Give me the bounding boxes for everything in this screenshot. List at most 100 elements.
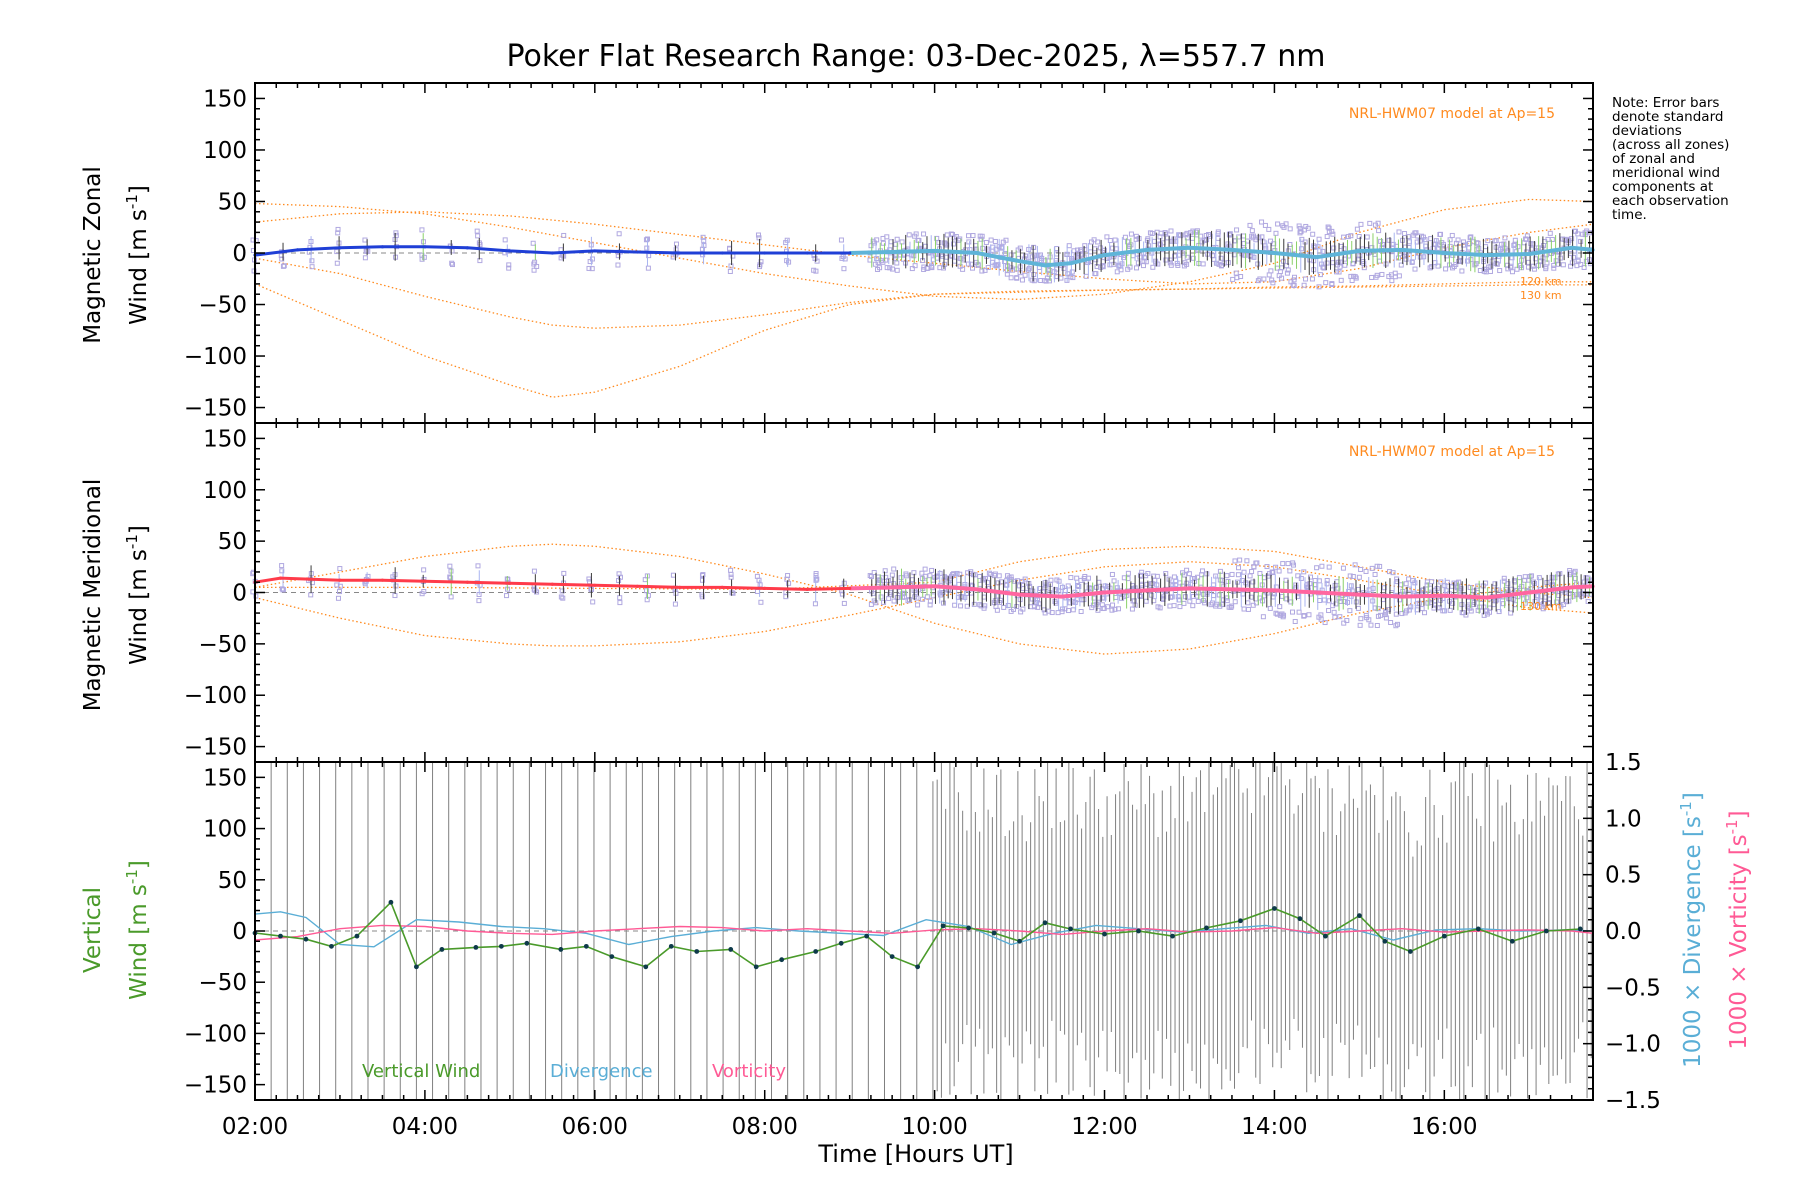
model-label-zonal: NRL-HWM07 model at Ap=15: [1349, 106, 1555, 122]
zonal-zone-sample: [1303, 276, 1309, 282]
meridional-wind-point: [1570, 585, 1574, 589]
meridional-zone-sample: [758, 599, 764, 605]
meridional-zone-sample: [1236, 565, 1242, 571]
zonal-zone-sample: [1167, 257, 1173, 263]
zonal-zone-sample: [992, 238, 998, 244]
meridional-zone-sample: [1184, 567, 1190, 573]
meridional-zone-sample: [964, 590, 970, 596]
zonal-zone-sample: [988, 237, 994, 243]
zonal-wind-point: [465, 246, 469, 250]
meridional-zone-sample: [1099, 586, 1105, 592]
zonal-wind-point: [1357, 249, 1361, 253]
zonal-zone-sample: [1008, 252, 1014, 258]
x-tick-label: 02:00: [222, 1114, 288, 1140]
zonal-zone-sample: [1451, 263, 1457, 269]
zonal-zone-sample: [1268, 268, 1274, 274]
meridional-zone-sample: [1572, 568, 1578, 574]
meridional-zone-sample: [914, 595, 920, 601]
vertical-wind-point: [643, 964, 649, 970]
y-tick-label: −150: [184, 735, 247, 761]
zonal-zone-sample: [1065, 271, 1071, 277]
zonal-zone-sample: [1429, 264, 1435, 270]
meridional-zone-sample: [1375, 606, 1381, 612]
zonal-zone-sample: [921, 231, 927, 237]
meridional-zone-sample: [1289, 609, 1295, 615]
zonal-zone-sample: [1279, 275, 1285, 281]
zonal-zone-sample: [1352, 274, 1358, 280]
zonal-zone-sample: [1551, 262, 1557, 268]
meridional-zone-sample: [1216, 592, 1222, 598]
zonal-zone-sample: [1485, 238, 1491, 244]
zonal-zone-sample: [880, 240, 886, 246]
vertical-wind-point: [753, 964, 759, 970]
meridional-zone-sample: [1042, 580, 1048, 586]
zonal-zone-sample: [1031, 278, 1037, 284]
meridional-zone-sample: [1241, 569, 1247, 575]
meridional-zone-sample: [1471, 599, 1477, 605]
vertical-wind-point: [473, 944, 479, 950]
meridional-zone-sample: [1314, 565, 1320, 571]
meridional-zone-sample: [878, 594, 884, 600]
zonal-zone-sample: [1353, 275, 1359, 281]
zonal-zone-sample: [1465, 258, 1471, 264]
zonal-wind-point: [1400, 248, 1404, 252]
meridional-zone-sample: [1139, 569, 1145, 575]
meridional-zone-sample: [1145, 571, 1151, 577]
zonal-zone-sample: [1467, 235, 1473, 241]
meridional-zone-sample: [1014, 578, 1020, 584]
meridional-zone-sample: [964, 603, 970, 609]
meridional-zone-sample: [1250, 579, 1256, 585]
zonal-wind-point: [1527, 252, 1531, 256]
meridional-zone-sample: [1332, 614, 1338, 620]
zonal-model-curve-2: [254, 198, 1594, 301]
zonal-zone-sample: [924, 265, 930, 271]
zonal-zone-sample: [965, 261, 971, 267]
y-tick-label: −100: [184, 1021, 247, 1047]
zonal-zone-sample: [936, 240, 942, 246]
zonal-zone-sample: [758, 259, 764, 265]
vertical-wind-point: [1441, 933, 1447, 939]
zonal-zone-sample: [813, 268, 819, 274]
zonal-zone-sample: [966, 239, 972, 245]
meridional-zone-sample: [1181, 572, 1187, 578]
zonal-zone-sample: [1392, 270, 1398, 276]
meridional-zone-sample: [1076, 583, 1082, 589]
meridional-zone-sample: [1301, 613, 1307, 619]
zonal-zone-sample: [1147, 230, 1153, 236]
meridional-zone-sample: [337, 566, 343, 572]
meridional-zone-sample: [1358, 566, 1364, 572]
zonal-zone-sample: [1396, 273, 1402, 279]
meridional-zone-sample: [1163, 571, 1169, 577]
zonal-zone-sample: [983, 239, 989, 245]
zonal-zone-sample: [872, 240, 878, 246]
zonal-zone-sample: [1184, 261, 1190, 267]
right-axis-label-vorticity: 1000 × Vorticity [s-1]: [1723, 810, 1752, 1049]
zonal-zone-sample: [1354, 226, 1360, 232]
meridional-zone-sample: [1052, 598, 1058, 604]
zonal-zone-sample: [950, 241, 956, 247]
right-y-tick-label: −1.5: [1605, 1088, 1661, 1114]
meridional-wind-point: [678, 585, 682, 589]
zonal-zone-sample: [1330, 231, 1336, 237]
meridional-zone-sample: [951, 571, 957, 577]
meridional-zone-sample: [876, 580, 882, 586]
right-y-tick-label: 1.5: [1605, 750, 1642, 776]
zonal-zone-sample: [1310, 231, 1316, 237]
zonal-zone-sample: [1125, 239, 1131, 245]
svg-text:Wind [m s-1]: Wind [m s-1]: [123, 860, 152, 1000]
meridional-zone-sample: [1364, 615, 1370, 621]
zonal-zone-sample: [1273, 230, 1279, 236]
meridional-zone-sample: [1394, 579, 1400, 585]
zonal-zone-sample: [1213, 260, 1219, 266]
zonal-zone-sample: [952, 258, 958, 264]
meridional-zone-sample: [1419, 587, 1425, 593]
meridional-zone-sample: [1137, 594, 1143, 600]
meridional-zone-sample: [1402, 610, 1408, 616]
vertical-wind-point: [414, 964, 419, 970]
right-y-tick-label: 0.5: [1605, 863, 1642, 889]
zonal-zone-sample: [894, 260, 900, 266]
zonal-zone-sample: [477, 258, 483, 264]
vertical-wind-point: [278, 933, 283, 939]
zonal-zone-sample: [1501, 241, 1507, 247]
altitude-label-meridional-130: 130 km: [1520, 600, 1562, 613]
